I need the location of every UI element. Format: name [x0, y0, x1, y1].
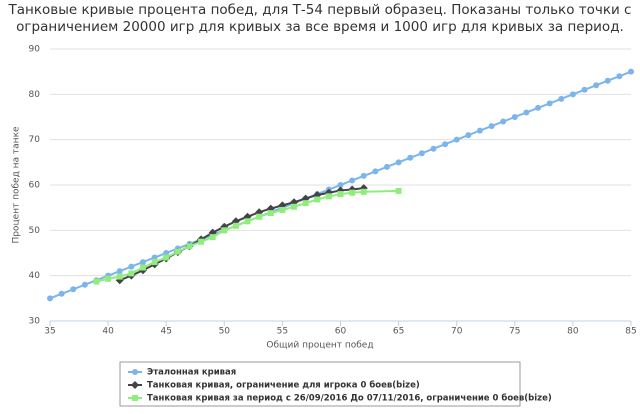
point: [279, 206, 286, 213]
point: [256, 213, 263, 220]
point: [546, 100, 553, 107]
legend-box: [119, 361, 521, 407]
point: [291, 203, 298, 210]
point: [209, 234, 216, 241]
point: [232, 222, 239, 229]
point: [442, 141, 449, 148]
point: [418, 150, 425, 157]
point: [81, 281, 88, 288]
y-tick-label: 50: [29, 226, 41, 236]
title-line: Танковые кривые процента побед, для Т-54…: [8, 2, 632, 18]
point: [430, 145, 437, 152]
point: [604, 77, 611, 84]
x-tick-label: 70: [451, 327, 463, 337]
point: [569, 91, 576, 98]
point: [132, 369, 138, 375]
point: [616, 73, 623, 80]
y-axis-label: Процент побед на танке: [12, 126, 22, 244]
point: [360, 172, 367, 179]
series-line: [119, 187, 364, 282]
point: [132, 395, 138, 401]
point: [198, 238, 205, 245]
legend-label: Эталонная кривая: [147, 368, 236, 378]
y-tick-label: 80: [29, 90, 41, 100]
point: [407, 154, 414, 161]
point: [131, 381, 139, 389]
x-tick-label: 55: [277, 327, 288, 337]
legend-label: Танковая кривая, ограничение для игрока …: [147, 380, 420, 391]
point: [302, 200, 309, 207]
x-tick-label: 85: [625, 327, 636, 337]
title-line: ограничением 20000 игр для кривых за все…: [16, 19, 624, 35]
point: [500, 118, 507, 125]
point: [523, 109, 530, 116]
point: [244, 218, 251, 225]
point: [349, 189, 356, 196]
point: [453, 136, 460, 143]
legend-label: Танковая кривая за период с 26/09/2016 Д…: [147, 393, 552, 404]
y-tick-label: 60: [29, 181, 41, 191]
point: [395, 159, 402, 166]
point: [174, 248, 181, 255]
x-tick-label: 80: [567, 327, 579, 337]
x-tick-label: 60: [335, 327, 347, 337]
point: [116, 273, 123, 280]
y-tick-label: 90: [29, 45, 41, 55]
point: [465, 132, 472, 139]
point: [93, 278, 100, 285]
point: [581, 86, 588, 93]
point: [535, 104, 542, 111]
x-tick-label: 75: [509, 327, 520, 337]
point: [395, 187, 402, 194]
point: [163, 250, 170, 256]
point: [151, 254, 158, 261]
point: [558, 95, 565, 102]
point: [314, 196, 321, 203]
chart-title: Танковые кривые процента побед, для Т-54…: [0, 2, 640, 36]
y-tick-label: 40: [29, 271, 41, 281]
point: [128, 263, 135, 270]
point: [337, 191, 344, 198]
y-tick-label: 30: [29, 317, 41, 327]
point: [128, 270, 135, 277]
point: [186, 243, 193, 250]
point: [372, 168, 379, 175]
point: [163, 254, 170, 261]
point: [325, 193, 332, 200]
x-tick-label: 50: [219, 327, 231, 337]
point: [628, 68, 634, 75]
point: [139, 259, 146, 266]
point: [105, 275, 112, 282]
point: [488, 123, 495, 130]
point: [221, 227, 228, 234]
x-tick-label: 35: [44, 327, 55, 337]
point: [349, 177, 356, 184]
point: [383, 163, 390, 170]
point: [70, 286, 77, 293]
point: [151, 259, 158, 266]
x-tick-label: 45: [160, 327, 171, 337]
point: [337, 182, 344, 188]
y-tick-label: 70: [29, 135, 41, 145]
point: [593, 82, 600, 89]
point: [139, 264, 146, 271]
point: [47, 295, 53, 302]
x-axis-label: Общий процент побед: [266, 341, 373, 351]
point: [360, 188, 367, 195]
point: [116, 268, 123, 275]
x-tick-label: 40: [102, 327, 114, 337]
point: [58, 290, 65, 297]
point: [476, 127, 483, 134]
point: [511, 114, 518, 120]
point: [267, 210, 274, 217]
x-tick-label: 65: [393, 327, 404, 337]
